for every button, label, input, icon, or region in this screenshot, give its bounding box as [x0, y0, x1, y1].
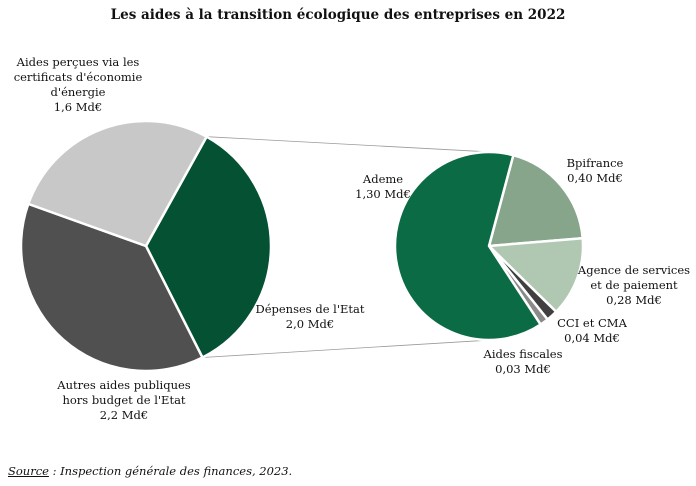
main-slice-label-1-line-0: Autres aides publiques [56, 378, 191, 392]
connector-line-1 [202, 339, 493, 358]
main-slice-label-2-line-0: Aides perçues via les [16, 55, 140, 69]
detail-pie [393, 150, 585, 342]
detail-slice-label-3-line-0: Aides fiscales [483, 347, 563, 361]
detail-slice-label-3: Aides fiscales 0,03 Md€ [483, 347, 563, 376]
main-slice-label-2-line-2: d'énergie [51, 85, 106, 99]
main-slice-label-1-line-2: 2,2 Md€ [100, 408, 148, 422]
detail-slice-label-1: Agence de services et de paiement 0,28 Md€ [577, 263, 690, 307]
main-slice-label-0-line-1: 2,0 Md€ [286, 317, 334, 331]
detail-slice-4 [393, 150, 542, 342]
main-slice-2 [27, 119, 208, 248]
source-prefix: Source [8, 464, 49, 478]
main-slice-label-0-line-0: Dépenses de l'Etat [255, 302, 364, 316]
detail-slice-label-0-line-0: Bpifrance [567, 156, 624, 170]
slice-labels: Dépenses de l'Etat 2,0 Md€ Autres aides pu… [14, 55, 690, 422]
main-pie [19, 119, 273, 373]
main-slice-1 [19, 202, 204, 373]
detail-slice-label-4-line-0: Ademe [362, 172, 403, 186]
main-slice-label-1-line-1: hors budget de l'Etat [62, 393, 185, 407]
connector-line-0 [206, 136, 493, 153]
main-slice-label-0: Dépenses de l'Etat 2,0 Md€ [255, 302, 364, 331]
detail-slice-label-1-line-0: Agence de services [577, 263, 690, 277]
detail-slice-label-0-line-1: 0,40 Md€ [567, 171, 623, 185]
main-slice-label-2-line-1: certificats d'économie [14, 70, 143, 84]
connector-lines [202, 136, 493, 358]
chart-title: Les aides à la transition écologique des… [111, 7, 566, 23]
detail-slice-label-0: Bpifrance 0,40 Md€ [567, 156, 624, 185]
detail-slice-label-2-line-0: CCI et CMA [557, 316, 627, 330]
detail-slice-label-3-line-1: 0,03 Md€ [495, 362, 551, 376]
source-note: Source : Inspection générale des finance… [8, 464, 292, 478]
detail-slice-label-1-line-1: et de paiement [590, 278, 678, 292]
detail-slice-label-1-line-2: 0,28 Md€ [606, 293, 662, 307]
main-slice-label-2-line-3: 1,6 Md€ [54, 100, 102, 114]
detail-slice-0 [487, 153, 584, 248]
detail-slice-label-2-line-1: 0,04 Md€ [564, 331, 620, 345]
source-text: : Inspection générale des finances, 2023… [48, 464, 293, 478]
main-slice-label-2: Aides perçues via les certificats d'écono… [14, 55, 143, 114]
detail-slice-1 [487, 236, 585, 314]
detail-slice-label-2: CCI et CMA 0,04 Md€ [557, 316, 627, 345]
detail-slice-label-4-line-1: 1,30 Md€ [355, 187, 411, 201]
detail-slice-label-4: Ademe 1,30 Md€ [355, 172, 411, 201]
main-slice-label-1: Autres aides publiques hors budget de l'E… [56, 378, 191, 422]
